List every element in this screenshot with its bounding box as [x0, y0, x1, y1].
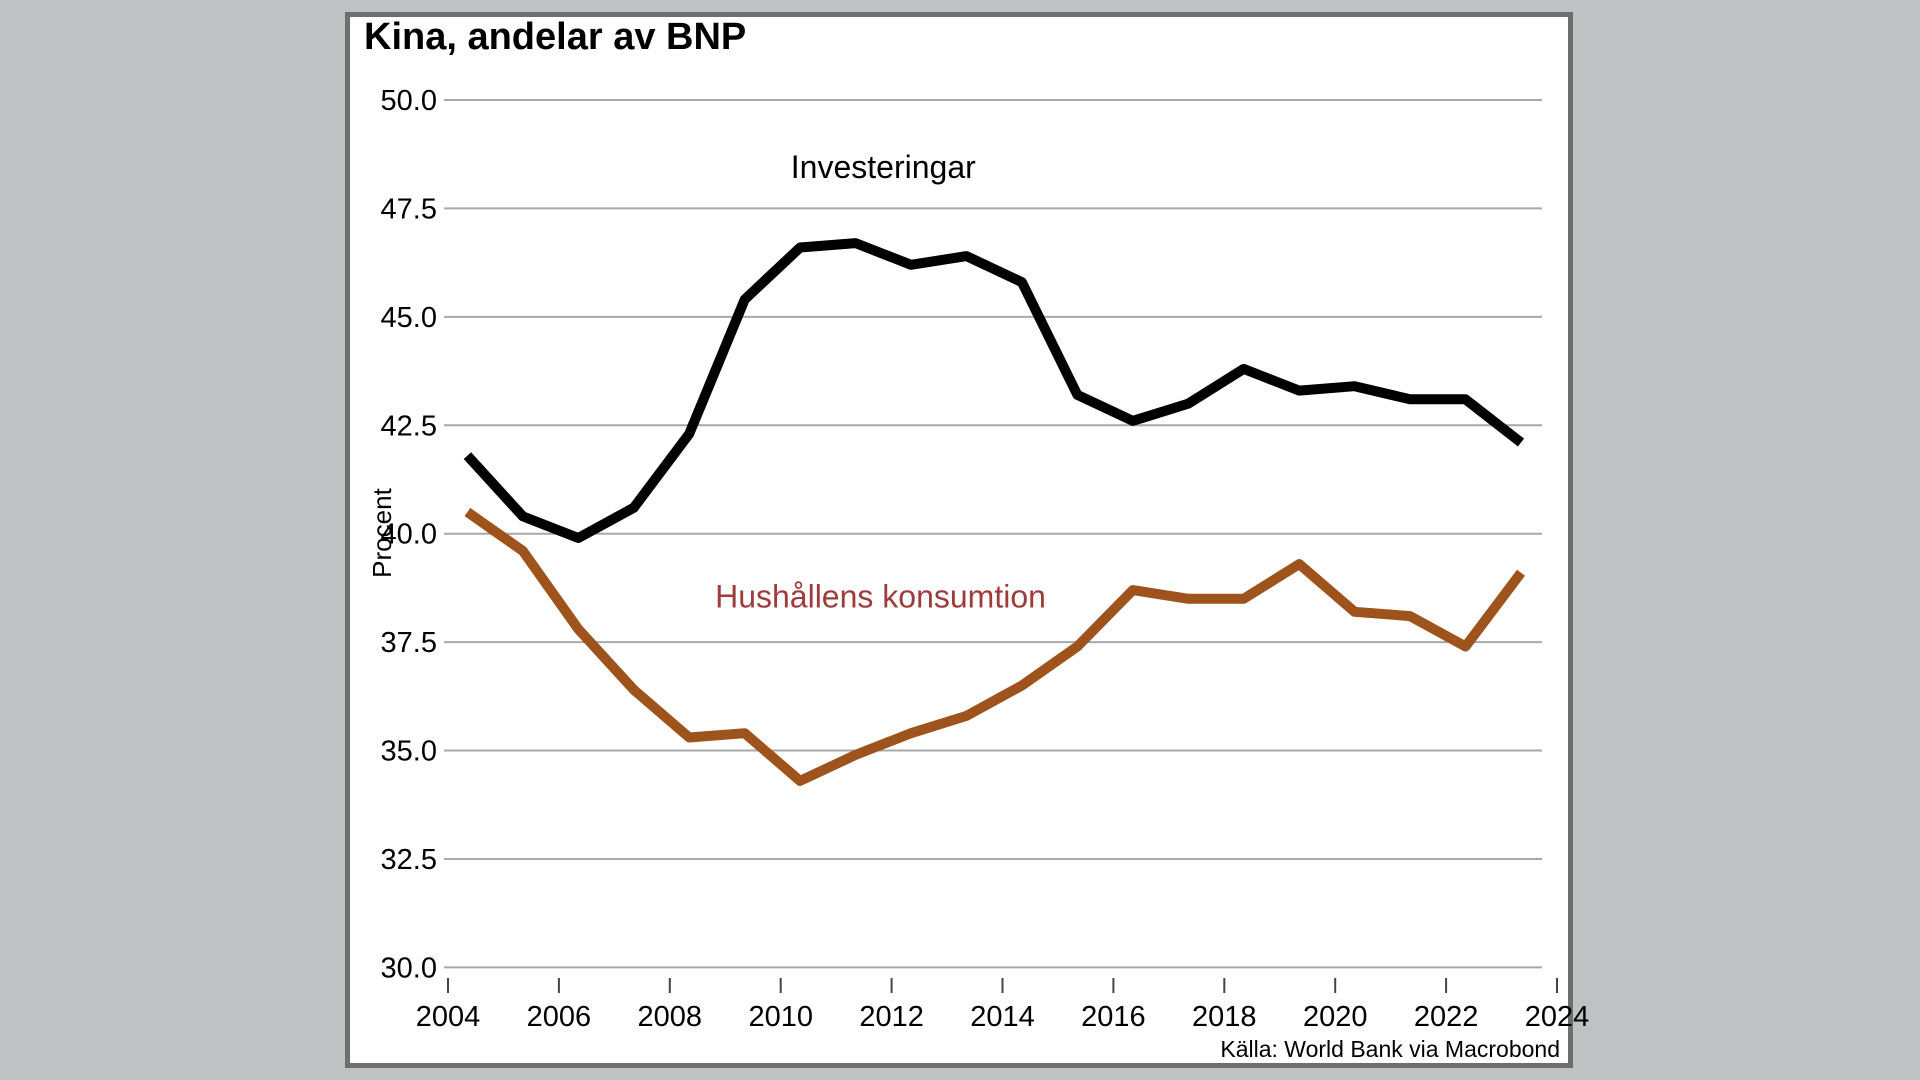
x-axis-ticks — [447, 978, 1558, 993]
y-axis-labels: 50.0 47.5 45.0 42.5 40.0 37.5 35.0 32.5 30.0 — [381, 85, 437, 984]
y-tick-label: 40.0 — [381, 519, 437, 551]
series-label-investeringar: Investeringar — [791, 149, 976, 185]
y-tick-label: 32.5 — [381, 844, 437, 876]
x-tick-label: 2024 — [1525, 1001, 1590, 1033]
y-tick-label: 42.5 — [381, 410, 437, 442]
series-line-konsumtion — [464, 507, 1525, 786]
x-tick-label: 2004 — [416, 1001, 481, 1033]
x-tick-label: 2014 — [970, 1001, 1035, 1033]
gridlines — [444, 99, 1542, 969]
x-tick-label: 2016 — [1081, 1001, 1146, 1033]
y-tick-label: 30.0 — [381, 952, 437, 984]
x-tick-label: 2006 — [527, 1001, 592, 1033]
series-label-konsumtion: Hushållens konsumtion — [715, 578, 1046, 614]
x-axis-labels: 2004 2006 2008 2010 2012 2014 2016 2018 2020 2022… — [416, 1001, 1590, 1033]
x-tick-label: 2010 — [748, 1001, 813, 1033]
y-axis-title: Procent — [367, 487, 397, 577]
y-tick-label: 47.5 — [381, 193, 437, 225]
source-caption: Källa: World Bank via Macrobond — [1220, 1036, 1560, 1062]
figure-panel — [345, 12, 1573, 1068]
x-tick-label: 2008 — [638, 1001, 703, 1033]
chart-title: Kina, andelar av BNP — [364, 16, 747, 58]
x-tick-label: 2012 — [859, 1001, 924, 1033]
x-tick-label: 2022 — [1414, 1001, 1479, 1033]
y-tick-label: 35.0 — [381, 736, 437, 768]
x-tick-label: 2020 — [1303, 1001, 1368, 1033]
y-tick-label: 45.0 — [381, 302, 437, 334]
x-tick-label: 2018 — [1192, 1001, 1257, 1033]
y-tick-label: 50.0 — [381, 85, 437, 117]
y-tick-label: 37.5 — [381, 627, 437, 659]
series-line-investeringar — [463, 238, 1525, 543]
